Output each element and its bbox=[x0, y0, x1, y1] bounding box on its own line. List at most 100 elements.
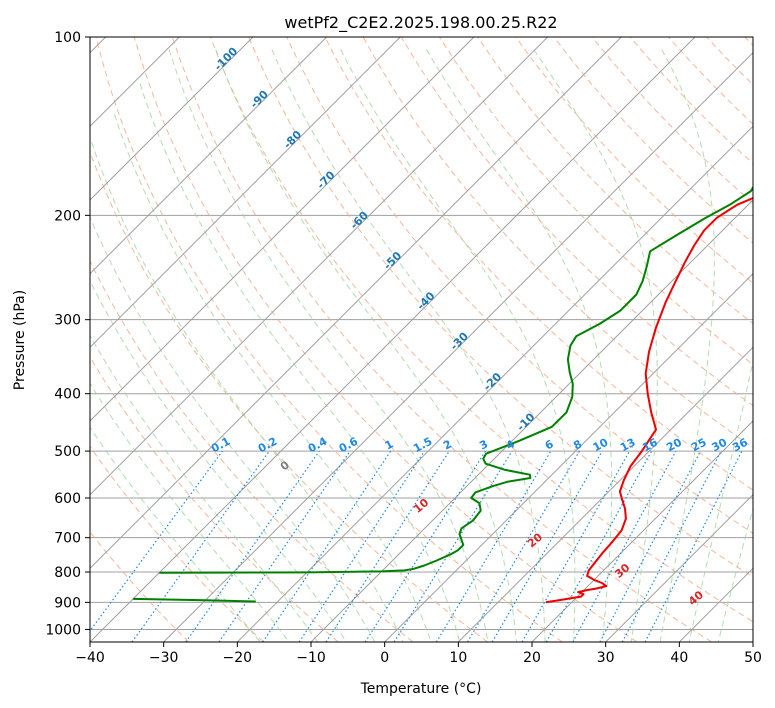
moist-adiabat-line bbox=[90, 334, 319, 642]
mixing-ratio-label: 10 bbox=[591, 435, 611, 454]
isotherm-line bbox=[236, 125, 753, 642]
y-tick-label: 1000 bbox=[45, 622, 81, 638]
mixing-ratio-line bbox=[644, 450, 743, 642]
moist-adiabat-line bbox=[90, 426, 261, 642]
mixing-ratio-label: 0.4 bbox=[306, 435, 330, 456]
y-tick-label: 400 bbox=[54, 387, 81, 403]
isotherm-label: -40 bbox=[414, 289, 437, 312]
moist-adiabat-label: 10 bbox=[411, 496, 431, 516]
dry-adiabat-line bbox=[210, 37, 753, 623]
mixing-ratio-line bbox=[298, 450, 425, 642]
moist-adiabat-line bbox=[215, 49, 517, 642]
dry-adiabat-line bbox=[438, 37, 753, 366]
isotherm-line bbox=[457, 346, 753, 642]
isotherm-label: -60 bbox=[348, 209, 371, 232]
dry-adiabat-line bbox=[591, 37, 753, 204]
mixing-ratio-line bbox=[466, 450, 580, 642]
moist-adiabat-line bbox=[425, 49, 613, 642]
plot-frame bbox=[89, 36, 754, 643]
x-tick-label: −20 bbox=[223, 650, 253, 666]
isotherm-label: -80 bbox=[281, 128, 304, 151]
mixing-ratio-label: 3 bbox=[477, 437, 490, 452]
mixing-ratio-line bbox=[599, 450, 702, 642]
moist-adiabat-line bbox=[717, 506, 753, 642]
mixing-ratio-label: 20 bbox=[664, 435, 684, 454]
moist-adiabat-label: 0 bbox=[278, 458, 292, 473]
mixing-ratio-line bbox=[218, 450, 351, 642]
isotherm-label: -10 bbox=[514, 410, 537, 433]
isotherm-label: -100 bbox=[212, 44, 241, 73]
moist-adiabat-line bbox=[90, 135, 404, 642]
mixing-ratio-line bbox=[545, 450, 653, 642]
mixing-ratio-line bbox=[325, 450, 450, 642]
isotherm-line bbox=[678, 567, 753, 642]
isotherm-label: -50 bbox=[381, 249, 404, 272]
mixing-ratio-line bbox=[572, 450, 677, 642]
mixing-ratio-line bbox=[90, 450, 223, 632]
isotherm-line bbox=[605, 493, 753, 642]
y-tick-label: 700 bbox=[54, 531, 81, 547]
x-tick-label: 10 bbox=[449, 650, 467, 666]
dry-adiabat-line bbox=[668, 37, 753, 125]
mixing-ratio-label: 13 bbox=[618, 436, 638, 455]
y-axis-label: Pressure (hPa) bbox=[12, 290, 28, 390]
moist-adiabat-line bbox=[90, 382, 290, 642]
isotherm-line bbox=[531, 420, 753, 642]
y-tick-label: 800 bbox=[54, 565, 81, 581]
isotherm-label: -20 bbox=[481, 370, 504, 393]
x-tick-label: 20 bbox=[523, 650, 541, 666]
dry-adiabat-line bbox=[133, 37, 638, 642]
moist-adiabat-line bbox=[533, 49, 658, 642]
y-tick-label: 500 bbox=[54, 444, 81, 460]
moist-adiabat-label: 40 bbox=[686, 588, 706, 608]
x-axis-label: Temperature (°C) bbox=[360, 681, 482, 697]
dry-adiabat-line bbox=[171, 37, 712, 642]
isotherm-line bbox=[310, 199, 753, 642]
mixing-ratio-label: 30 bbox=[710, 436, 730, 455]
temperature-profile-line bbox=[545, 196, 753, 604]
y-tick-label: 600 bbox=[54, 491, 81, 507]
mixing-ratio-line bbox=[262, 450, 392, 642]
moist-adiabat-label: 20 bbox=[525, 530, 545, 550]
mixing-ratio-line bbox=[364, 450, 486, 642]
x-tick-label: 0 bbox=[380, 650, 389, 666]
isotherm-line bbox=[90, 37, 475, 422]
isotherm-line bbox=[163, 51, 753, 642]
dry-adiabat-line bbox=[324, 37, 753, 491]
moist-adiabat-line bbox=[90, 279, 347, 642]
mixing-ratio-label: 0.6 bbox=[337, 435, 361, 456]
mixing-ratio-line bbox=[521, 450, 631, 642]
x-tick-label: 50 bbox=[744, 650, 762, 666]
isotherm-label: -90 bbox=[248, 88, 271, 111]
dry-adiabat-line bbox=[286, 37, 753, 534]
isotherm-line bbox=[752, 641, 753, 642]
dry-adiabat-line bbox=[90, 259, 414, 642]
isotherm-line bbox=[384, 272, 753, 642]
isotherm-line bbox=[90, 37, 549, 496]
dry-adiabat-line bbox=[477, 37, 753, 325]
isotherm-line bbox=[90, 37, 696, 642]
isotherm-label: -30 bbox=[448, 330, 471, 353]
mixing-ratio-label: 0.1 bbox=[209, 435, 232, 456]
isotherm-line bbox=[90, 37, 622, 570]
x-tick-label: 30 bbox=[597, 650, 615, 666]
dry-adiabat-line bbox=[515, 37, 753, 284]
dry-adiabat-line bbox=[706, 37, 753, 86]
y-tick-label: 900 bbox=[54, 595, 81, 611]
mixing-ratio-label: 16 bbox=[640, 436, 660, 455]
dry-adiabat-line bbox=[744, 37, 753, 47]
dry-adiabat-line bbox=[248, 37, 753, 578]
moist-adiabat-line bbox=[271, 49, 546, 642]
x-tick-label: −40 bbox=[75, 650, 105, 666]
dry-adiabat-line bbox=[90, 531, 190, 642]
isotherm-label: -70 bbox=[314, 168, 337, 191]
isotherm-line bbox=[90, 37, 401, 349]
moist-adiabat-line bbox=[139, 83, 461, 642]
moist-adiabat-line bbox=[113, 114, 432, 642]
mixing-ratio-line bbox=[185, 450, 320, 642]
mixing-ratio-line bbox=[435, 450, 552, 642]
x-tick-label: 40 bbox=[670, 650, 688, 666]
dry-adiabat-line bbox=[553, 37, 753, 244]
isotherm-line bbox=[90, 37, 254, 201]
